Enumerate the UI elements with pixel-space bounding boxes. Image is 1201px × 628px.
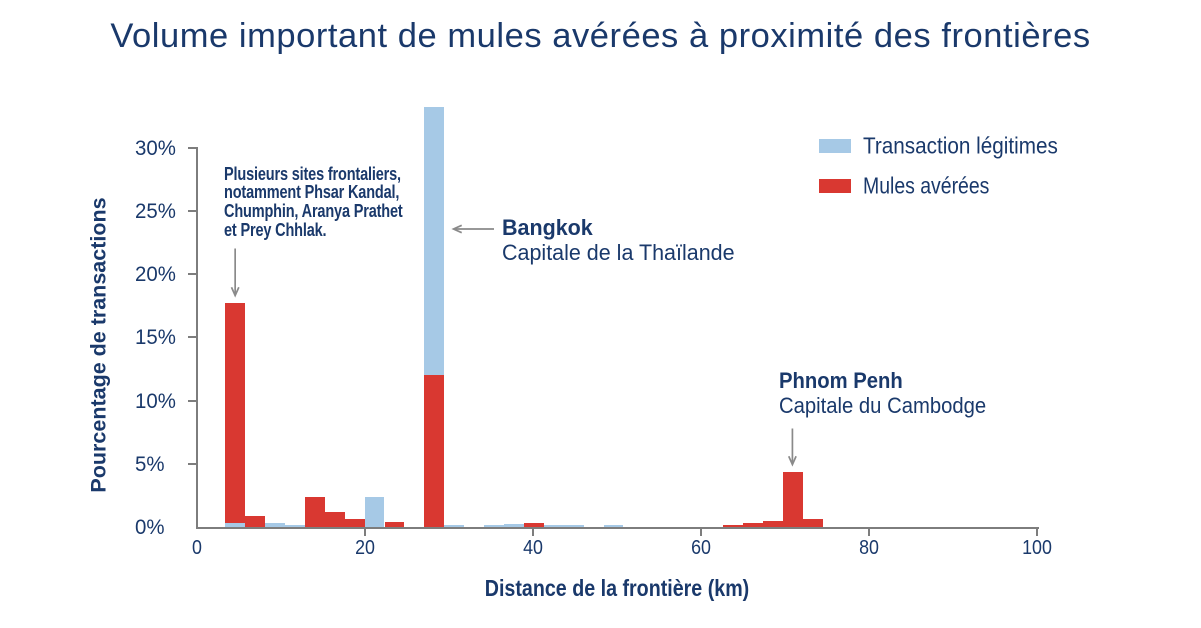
y-axis-title: Pourcentage de transactions (86, 197, 111, 493)
y-tick-label-5: 5% (134, 451, 165, 476)
y-tick-label-25: 25% (134, 199, 176, 223)
y-tick-label-10: 10% (134, 388, 176, 413)
x-tick-label-80: 80 (858, 536, 879, 559)
annotation-border-sites-line-2: notamment Phsar Kandal, (223, 182, 399, 203)
x-tick-100 (1036, 529, 1038, 536)
bar-mules-22.37km (384, 521, 405, 527)
bar-legitimate-10.52km (284, 525, 305, 527)
bar-legitimate-36.59km (504, 523, 524, 527)
y-tick-20 (188, 273, 197, 276)
legend-label-legitimate: Transaction légitimes (863, 132, 1058, 159)
x-tick-40 (531, 529, 534, 536)
y-tick-label-0: 0% (134, 515, 165, 539)
y-tick-label-30: 30% (134, 135, 176, 160)
y-tick-15 (188, 336, 197, 339)
x-tick-20 (363, 529, 366, 536)
annotation-bangkok: Bangkok Capitale de la Thaïlande (502, 215, 746, 265)
x-tick-label-60: 60 (690, 536, 711, 559)
bar-legitimate-3.41km (225, 523, 246, 527)
annotation-border-sites-line-3: Chumphin, Aranya Prathet (223, 200, 403, 221)
bar-mules-65.03km (743, 522, 763, 527)
bar-mules-38.96km (524, 522, 544, 527)
bar-legitimate-8.15km (265, 523, 285, 527)
x-tick-label-0: 0 (191, 536, 202, 559)
legend-swatch-legitimate (819, 139, 851, 153)
bar-mules-5.78km (245, 516, 265, 527)
bar-mules-15.26km (324, 511, 345, 527)
x-tick-label-40: 40 (522, 536, 543, 559)
y-tick-5 (188, 462, 197, 465)
arrow-bangkok (451, 224, 494, 234)
x-tick-label-20: 20 (354, 536, 375, 559)
bar-mules-67.4km (763, 521, 783, 527)
y-tick-30 (188, 146, 197, 149)
bar-legitimate-20km (364, 497, 385, 527)
legend-swatch-mules (819, 179, 851, 193)
arrow-border-sites (230, 248, 240, 298)
y-tick-25 (188, 210, 197, 212)
annotation-phnom-penh-line-1: Phnom Penh (778, 367, 903, 393)
annotation-border-sites-line-4: et Prey Chhlak. (223, 219, 327, 240)
bar-legitimate-48.44km (603, 525, 624, 527)
bar-mules-62.66km (723, 525, 744, 527)
y-axis-line (196, 147, 198, 529)
bar-mules-3.41km (225, 303, 246, 527)
annotation-border-sites: Plusieurs sites frontaliers, notamment Ph… (223, 163, 403, 240)
bar-mules-17.63km (344, 519, 365, 527)
bar-mules-72.14km (802, 519, 823, 527)
bar-legitimate-34.22km (484, 525, 504, 527)
y-tick-label-20: 20% (134, 262, 176, 287)
annotation-phnom-penh: Phnom Penh Capitale du Cambodge (779, 368, 1009, 420)
y-tick-label-15: 15% (134, 325, 176, 350)
x-axis-line (196, 527, 1039, 529)
annotation-border-sites-line-1: Plusieurs sites frontaliers, (223, 163, 401, 184)
annotation-phnom-penh-line-2: Capitale du Cambodge (778, 393, 986, 419)
bar-mules-69.77km (782, 472, 803, 527)
bar-legitimate-41.33km (543, 525, 564, 527)
y-tick-10 (188, 399, 197, 402)
annotation-bangkok-line-1: Bangkok (502, 215, 593, 240)
x-tick-60 (699, 529, 702, 536)
x-tick-label-100: 100 (1022, 536, 1052, 559)
annotation-bangkok-line-2: Capitale de la Thaïlande (502, 239, 735, 265)
arrow-phnom-penh (787, 428, 797, 467)
bar-mules-27.11km (424, 375, 445, 527)
chart-title: Volume important de mules avérées à prox… (110, 16, 1091, 55)
bar-mules-12.89km (304, 497, 325, 527)
x-axis-title: Distance de la frontière (km) (484, 575, 750, 601)
bar-legitimate-43.7km (563, 525, 584, 527)
legend-label-mules: Mules avérées (863, 172, 990, 199)
bar-legitimate-29.48km (444, 525, 465, 527)
x-tick-80 (867, 529, 870, 536)
